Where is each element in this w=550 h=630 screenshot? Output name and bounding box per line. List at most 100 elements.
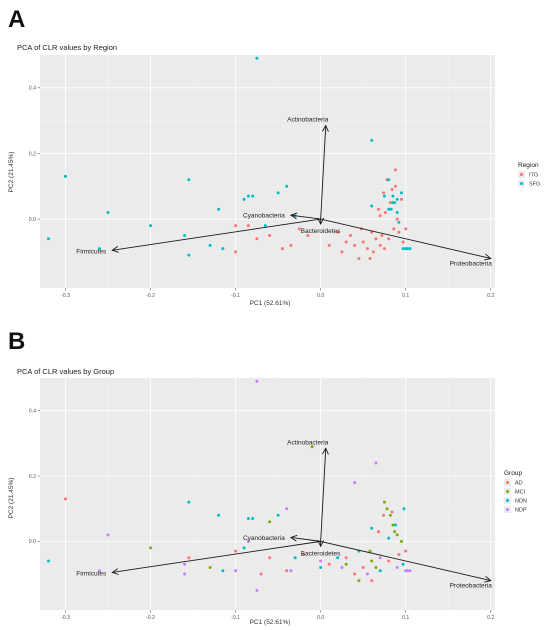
legend-marker [506, 490, 509, 493]
data-point-ndn [187, 500, 191, 504]
data-point-ad [404, 549, 408, 553]
data-point-itg [255, 237, 259, 241]
data-point-ad [302, 552, 306, 556]
y-tick-label: 0.4 [29, 86, 36, 92]
data-point-ndn [402, 507, 406, 511]
data-point-itg [280, 247, 284, 251]
y-tick-label: 0.0 [29, 539, 36, 545]
x-tick-label: -0.2 [146, 293, 155, 299]
data-points [47, 379, 412, 592]
data-point-ad [285, 569, 289, 573]
data-point-mci [357, 579, 361, 583]
data-point-sfg [397, 220, 401, 224]
data-point-sfg [382, 194, 386, 198]
data-point-sfg [405, 247, 409, 251]
data-point-itg [365, 247, 369, 251]
data-point-ndp [374, 461, 378, 465]
data-point-sfg [370, 204, 374, 208]
data-point-itg [306, 233, 310, 237]
x-tick-label: -0.3 [61, 293, 70, 299]
data-point-ndp [183, 562, 187, 566]
y-axis-title: PC2 (21.45%) [8, 152, 15, 193]
legend-label-mci: MCI [515, 490, 526, 496]
x-axis-title: PC1 (52.61%) [250, 619, 291, 626]
data-point-ndp [378, 556, 382, 560]
data-point-ndp [353, 481, 357, 485]
data-point-sfg [208, 243, 212, 247]
plot-area: Actinobacteria Cyanobacteria Bacteroidetes… [40, 378, 495, 610]
legend-label-itg: ITG [529, 173, 538, 179]
data-point-ad [387, 559, 391, 563]
data-point-itg [234, 224, 238, 228]
loading-arrow-proteobacteria [320, 540, 492, 583]
data-point-sfg [387, 178, 391, 182]
data-point-sfg [221, 247, 225, 251]
data-point-mci [149, 546, 153, 550]
data-point-ad [353, 572, 357, 576]
data-point-ad [382, 513, 386, 517]
data-point-ad [390, 510, 394, 514]
data-point-itg [344, 240, 348, 244]
data-point-itg [404, 227, 408, 231]
data-point-ndp [340, 566, 344, 570]
legend-label-ad: AD [515, 481, 523, 487]
y-tick-label: 0.0 [29, 217, 36, 223]
legend-marker [506, 481, 509, 484]
data-point-sfg [285, 184, 289, 188]
legend-marker [506, 508, 509, 511]
data-point-ndp [289, 569, 293, 573]
data-point-ndn [217, 513, 221, 517]
data-point-sfg [246, 194, 250, 198]
data-point-ad [259, 572, 263, 576]
legend: ITG SFG [518, 171, 540, 188]
data-point-sfg [395, 211, 399, 215]
legend-title: Region [518, 162, 539, 169]
loading-arrow-cyanobacteria [289, 534, 321, 542]
x-tick-label: 0.0 [317, 293, 324, 299]
loading-arrow-firmicutes [111, 540, 321, 575]
data-point-ndp [106, 533, 110, 537]
data-point-sfg [387, 207, 391, 211]
loading-label-firmicutes: Firmicutes [76, 570, 107, 577]
data-point-ndp [365, 572, 369, 576]
data-point-sfg [64, 174, 68, 178]
data-point-sfg [251, 194, 255, 198]
data-point-itg [392, 227, 396, 231]
data-point-itg [395, 217, 399, 221]
data-point-mci [268, 520, 272, 524]
data-point-mci [399, 539, 403, 543]
data-point-itg [246, 224, 250, 228]
data-points [47, 56, 412, 260]
loading-arrow-cyanobacteria [289, 212, 321, 220]
loading-label-firmicutes: Firmicutes [76, 248, 107, 255]
data-point-mci [310, 445, 314, 449]
data-point-itg [234, 250, 238, 254]
loading-label-bacteroidetes: Bacteroidetes [301, 550, 341, 557]
data-point-sfg [370, 138, 374, 142]
chart-title: PCA of CLR values by Group [17, 367, 114, 376]
legend-label-sfg: SFG [529, 182, 540, 188]
loading-arrow-firmicutes [111, 218, 321, 253]
data-point-ndp [319, 559, 323, 563]
x-tick-label: -0.1 [231, 293, 240, 299]
data-point-itg [382, 191, 386, 195]
data-point-sfg [401, 247, 405, 251]
loading-label-cyanobacteria: Cyanobacteria [243, 213, 285, 220]
panel-a: Actinobacteria Cyanobacteria Bacteroidetes… [8, 6, 540, 307]
panel-letter: B [8, 328, 25, 355]
data-point-mci [391, 523, 395, 527]
data-point-sfg [395, 197, 399, 201]
legend-label-ndp: NDP [515, 508, 527, 514]
data-point-itg [327, 243, 331, 247]
x-tick-label: 0.0 [317, 615, 324, 621]
data-point-ad [397, 552, 401, 556]
data-point-itg [357, 256, 361, 260]
data-point-itg [401, 240, 405, 244]
data-point-mci [374, 566, 378, 570]
data-point-itg [393, 168, 397, 172]
data-point-sfg [263, 224, 267, 228]
data-point-ndn [319, 566, 323, 570]
data-point-mci [344, 562, 348, 566]
data-point-ndn [393, 523, 397, 527]
